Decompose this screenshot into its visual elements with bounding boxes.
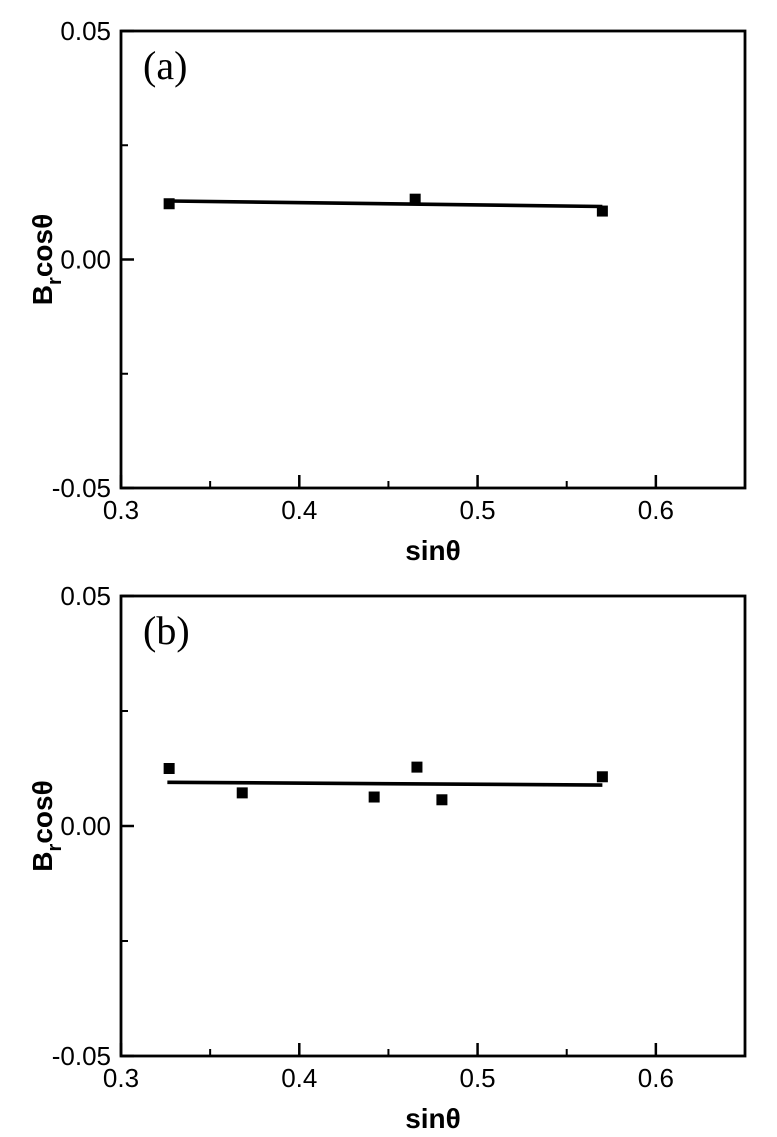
- y-tick-label: -0.05: [52, 1041, 111, 1071]
- x-tick-label: 0.5: [459, 1063, 495, 1093]
- data-point: [163, 763, 175, 774]
- data-point: [596, 771, 608, 783]
- y-tick-label: 0.00: [60, 245, 111, 275]
- x-tick-label: 0.5: [459, 495, 495, 525]
- panel-b: 0.3 0.4 0.5 0.6 0.05 0.00 -0.05 sinθ Brcosθ (b): [27, 581, 747, 1134]
- y-axis-label: Brcosθ: [27, 780, 66, 871]
- x-tick-label: 0.4: [281, 1063, 317, 1093]
- x-tick-label: 0.6: [638, 495, 674, 525]
- data-point: [411, 761, 423, 773]
- data-point: [236, 787, 248, 799]
- x-axis-label: sinθ: [405, 535, 461, 566]
- data-point: [163, 198, 175, 210]
- y-tick-label: 0.00: [60, 811, 111, 841]
- data-point: [409, 193, 421, 205]
- y-tick-label: -0.05: [52, 473, 111, 503]
- plot-frame: [119, 594, 747, 1058]
- fit-line: [167, 780, 603, 787]
- fit-line: [169, 199, 603, 209]
- data-point: [368, 791, 380, 803]
- x-tick-label: 0.6: [638, 1063, 674, 1093]
- y-tick-label: 0.05: [60, 581, 111, 611]
- x-tick-label: 0.3: [103, 495, 139, 525]
- y-tick-label: 0.05: [60, 16, 111, 46]
- data-point: [436, 794, 448, 806]
- panel-label: (b): [143, 608, 190, 653]
- plot-frame: [119, 29, 747, 490]
- panel-label: (a): [143, 43, 187, 88]
- data-point: [596, 205, 608, 217]
- y-axis-label: Brcosθ: [27, 214, 66, 305]
- panel-a: 0.3 0.4 0.5 0.6 0.05 0.00 -0.05 sinθ Brcosθ (a): [27, 16, 747, 566]
- x-tick-label: 0.4: [281, 495, 317, 525]
- x-axis-label: sinθ: [405, 1103, 461, 1134]
- x-tick-label: 0.3: [103, 1063, 139, 1093]
